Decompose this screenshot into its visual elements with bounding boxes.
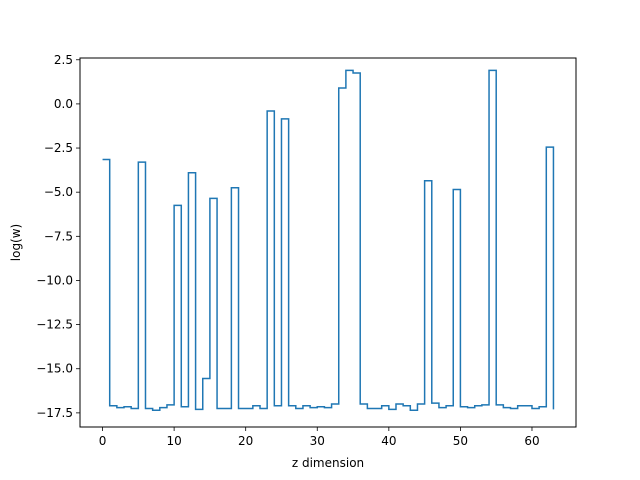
y-tick-label: −7.5: [44, 229, 73, 243]
x-tick-label: 50: [453, 434, 468, 448]
y-tick-label: −10.0: [36, 273, 73, 287]
x-tick-label: 0: [99, 434, 107, 448]
series-layer: [102, 69, 555, 411]
y-tick-label: 0.0: [54, 97, 73, 111]
y-tick-label: −2.5: [44, 141, 73, 155]
x-axis-label: z dimension: [292, 456, 364, 470]
x-tick-label: 20: [238, 434, 253, 448]
series-line: [102, 69, 555, 411]
y-tick-label: −17.5: [36, 406, 73, 420]
y-tick-label: −15.0: [36, 362, 73, 376]
x-tick-label: 30: [310, 434, 325, 448]
x-axis-ticks: 0 10 20 30 40 50 60: [99, 427, 540, 448]
x-tick-label: 10: [166, 434, 181, 448]
y-tick-label: −12.5: [36, 318, 73, 332]
y-tick-label: −5.0: [44, 185, 73, 199]
axes-frame: [79, 57, 577, 428]
y-axis-ticks: 2.5 0.0 −2.5 −5.0 −7.5 −10.0 −12.5 −15.0 −17.5: [36, 53, 80, 420]
x-tick-label: 40: [381, 434, 396, 448]
y-tick-label: 2.5: [54, 53, 73, 67]
x-tick-label: 60: [524, 434, 539, 448]
plot-area: [80, 58, 576, 427]
y-axis-label: log(w): [9, 224, 23, 261]
